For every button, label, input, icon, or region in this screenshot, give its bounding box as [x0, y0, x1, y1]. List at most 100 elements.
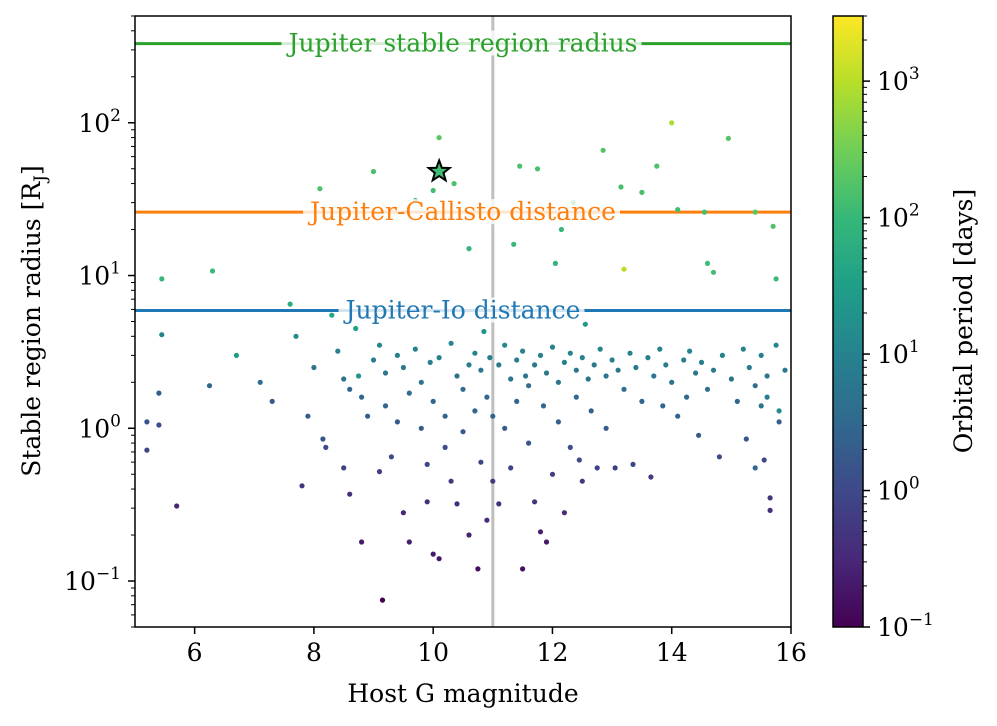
data-point: [621, 266, 627, 272]
data-point: [209, 268, 216, 274]
data-point: [767, 507, 773, 513]
data-point: [436, 135, 442, 141]
data-point: [540, 403, 547, 409]
reference-line-label-box: [303, 199, 620, 225]
colorbar-tick-label-exponent: 1: [909, 337, 920, 357]
data-point: [743, 436, 749, 442]
data-point: [517, 163, 523, 169]
data-point: [537, 352, 544, 358]
data-point: [466, 532, 472, 538]
colorbar-tick-label: 102: [877, 201, 920, 233]
y-axis-title: Stable region radius [RJ]: [17, 165, 51, 477]
data-point: [394, 419, 400, 425]
data-point: [144, 447, 150, 453]
data-point: [558, 226, 565, 233]
data-point: [701, 209, 708, 215]
data-point: [508, 465, 514, 471]
data-point: [776, 419, 782, 425]
colorbar-tick-label-base: 10: [877, 477, 909, 506]
colorbar-tick-label: 100: [877, 474, 920, 506]
scatter-points: [144, 120, 788, 603]
data-point: [490, 478, 496, 484]
data-point: [353, 325, 359, 332]
data-point: [603, 373, 609, 379]
colorbar-tick-label: 103: [877, 64, 920, 96]
data-point: [418, 379, 424, 385]
data-point: [669, 379, 675, 385]
data-point: [472, 408, 478, 414]
data-point: [341, 465, 347, 471]
data-point: [400, 364, 406, 371]
data-point: [764, 373, 770, 379]
data-point: [782, 367, 788, 373]
data-point: [379, 597, 386, 603]
data-point: [406, 539, 412, 545]
data-point: [400, 510, 406, 516]
data-point: [648, 474, 654, 480]
data-point: [693, 370, 699, 376]
y-tick-label-base: 10: [64, 567, 96, 596]
data-point: [427, 359, 433, 365]
data-point: [579, 355, 585, 361]
data-point: [603, 425, 609, 431]
data-point: [388, 454, 394, 460]
x-tick-label: 8: [306, 638, 322, 667]
colorbar-tick-label-exponent: 2: [909, 201, 920, 221]
data-point: [687, 348, 693, 354]
data-point: [287, 301, 293, 307]
data-point: [681, 357, 687, 363]
data-point: [356, 373, 362, 379]
data-point: [585, 376, 591, 382]
data-point: [555, 379, 562, 385]
data-point: [758, 352, 764, 358]
data-point: [579, 478, 585, 484]
data-point: [448, 340, 454, 346]
data-point: [359, 394, 365, 400]
y-tick-label: 10−1: [64, 564, 121, 596]
y-axis-title-sub: J: [31, 175, 51, 184]
data-point: [448, 478, 454, 484]
data-point: [567, 350, 573, 356]
data-point: [305, 413, 311, 419]
data-point: [543, 539, 550, 545]
data-point: [370, 357, 377, 363]
data-point: [526, 440, 532, 446]
data-point: [436, 556, 442, 562]
data-point: [156, 390, 162, 396]
colorbar-tick-label-exponent: 3: [909, 64, 920, 84]
data-point: [588, 408, 594, 414]
colorbar-tick-label: 10−1: [877, 610, 934, 642]
data-point: [621, 386, 627, 392]
data-point: [257, 379, 263, 385]
data-point: [460, 429, 466, 435]
x-axis-ticks: 6 8 10 12 14 16: [187, 627, 807, 667]
data-point: [746, 364, 752, 371]
colorbar-tick-label: 101: [877, 337, 920, 369]
data-point: [323, 444, 329, 450]
reference-line-label: Jupiter-Callisto distance: [307, 197, 616, 226]
data-point: [144, 419, 150, 425]
data-point: [752, 465, 758, 471]
data-point: [424, 461, 430, 467]
data-point: [484, 517, 490, 523]
data-point: [704, 260, 711, 266]
data-point: [466, 246, 472, 252]
reference-line-label: Jupiter-Io distance: [343, 296, 581, 325]
data-point: [684, 394, 690, 400]
data-point: [710, 269, 717, 275]
data-point: [359, 539, 365, 545]
data-point: [645, 355, 651, 361]
data-point: [576, 457, 582, 463]
data-point: [752, 209, 758, 215]
data-point: [347, 491, 353, 497]
data-point: [412, 346, 418, 352]
data-point: [639, 189, 645, 195]
x-axis-title: Host G magnitude: [347, 679, 578, 708]
colorbar-tick-label-base: 10: [877, 67, 909, 96]
data-point: [573, 394, 579, 400]
data-point: [269, 398, 275, 404]
colorbar-tick-label-exponent: −1: [909, 610, 934, 630]
data-point: [660, 403, 666, 409]
data-point: [552, 260, 559, 266]
